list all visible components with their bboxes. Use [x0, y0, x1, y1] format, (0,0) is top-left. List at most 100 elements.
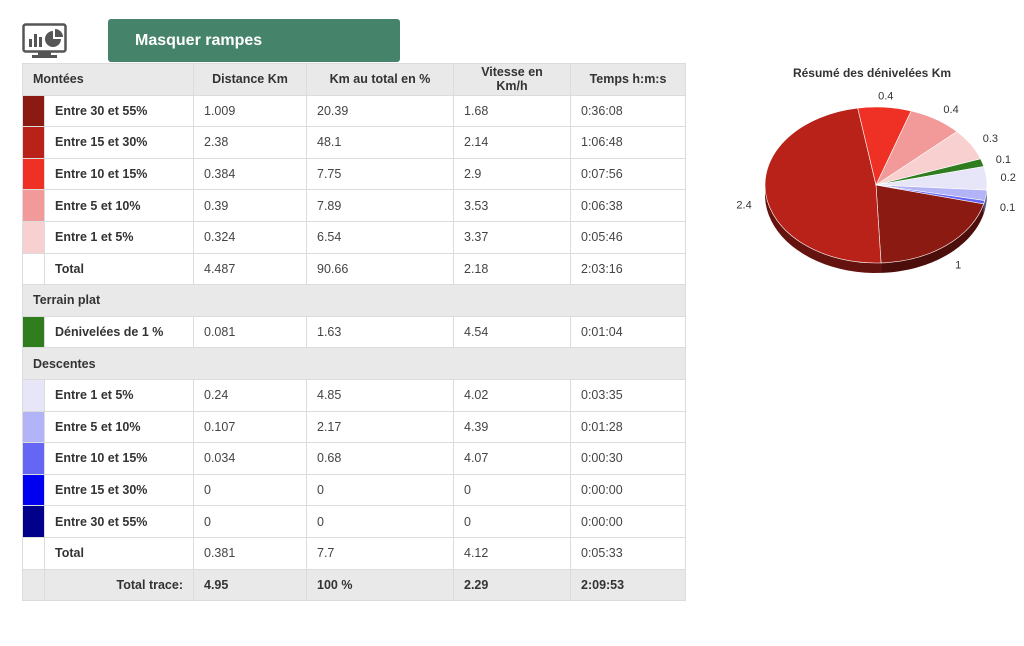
grand-total-label: Total trace: [44, 568, 194, 602]
table-row: Dénivelées de 1 % 0.081 1.63 4.54 0:01:0… [22, 315, 686, 349]
pie-data-label: 0.2 [1001, 172, 1016, 184]
distance-cell: 0.39 [193, 189, 307, 222]
speed-cell: 4.12 [453, 536, 571, 570]
percent-cell: 7.75 [306, 157, 454, 191]
speed-cell: 4.07 [453, 442, 571, 475]
percent-cell: 1.63 [306, 315, 454, 349]
percent-cell: 2.17 [306, 410, 454, 444]
color-swatch [22, 94, 45, 128]
distance-cell: 0.107 [193, 410, 307, 444]
section-descents-header: Descentes [22, 347, 686, 380]
color-swatch [22, 473, 45, 507]
grand-total-row: Total trace: 4.95 100 % 2.29 2:09:53 [22, 568, 686, 602]
row-label: Entre 10 et 15% [44, 157, 194, 191]
time-cell: 0:03:35 [570, 378, 686, 412]
header-time: Temps h:m:s [570, 63, 686, 96]
pie-slice[interactable] [764, 107, 882, 264]
distance-cell: 0 [193, 505, 307, 538]
row-label: Entre 30 et 55% [44, 94, 194, 128]
header-distance: Distance Km [193, 63, 307, 96]
percent-cell: 0.68 [306, 442, 454, 475]
color-swatch [22, 220, 45, 254]
speed-cell: 4.54 [453, 315, 571, 349]
row-label: Entre 30 et 55% [44, 505, 194, 538]
color-swatch [22, 157, 45, 191]
pie-data-label: 0.1 [996, 154, 1011, 166]
time-cell: 0:06:38 [570, 189, 686, 222]
elevation-stats-table: Montées Distance Km Km au total en % Vit… [22, 63, 686, 602]
empty-swatch [22, 252, 45, 286]
pie-slice-side [881, 203, 984, 273]
pie-slice-side [765, 187, 882, 273]
chart-monitor-icon [22, 23, 67, 58]
color-swatch [22, 505, 45, 538]
table-row: Entre 1 et 5% 0.324 6.54 3.37 0:05:46 [22, 220, 686, 254]
time-cell: 0:01:04 [570, 315, 686, 349]
distance-cell: 0 [193, 473, 307, 507]
pie-data-label: 1 [955, 260, 961, 272]
header-speed: Vitesse en Km/h [453, 63, 571, 96]
table-row: Entre 15 et 30% 2.38 48.1 2.14 1:06:48 [22, 126, 686, 159]
pie-data-label: 2.4 [736, 199, 751, 211]
table-row: Entre 1 et 5% 0.24 4.85 4.02 0:03:35 [22, 378, 686, 412]
time-cell: 0:00:00 [570, 473, 686, 507]
grand-total-distance: 4.95 [193, 568, 307, 602]
pie-slice[interactable] [875, 184, 986, 205]
time-cell: 0:01:28 [570, 410, 686, 444]
percent-cell: 0 [306, 473, 454, 507]
distance-cell: 0.034 [193, 442, 307, 475]
pie-slice[interactable] [875, 184, 985, 264]
hide-ramps-button[interactable]: Masquer rampes [108, 19, 400, 62]
section-title: Descentes [22, 347, 686, 380]
empty-swatch [22, 536, 45, 570]
percent-cell: 20.39 [306, 94, 454, 128]
distance-cell: 4.487 [193, 252, 307, 286]
pie-data-label: 0.4 [943, 104, 958, 116]
color-swatch [22, 315, 45, 349]
distance-cell: 0.381 [193, 536, 307, 570]
time-cell: 0:05:33 [570, 536, 686, 570]
row-label: Entre 1 et 5% [44, 378, 194, 412]
table-row: Entre 5 et 10% 0.39 7.89 3.53 0:06:38 [22, 189, 686, 222]
table-row: Entre 15 et 30% 0 0 0 0:00:00 [22, 473, 686, 507]
elevation-pie-chart: 1 2.4 0.4 0.4 0.3 0.1 0.2 0.1 [736, 90, 1016, 273]
distance-cell: 0.324 [193, 220, 307, 254]
color-swatch [22, 189, 45, 222]
row-label: Entre 5 et 10% [44, 410, 194, 444]
section-flat-header: Terrain plat [22, 284, 686, 317]
row-label: Total [44, 252, 194, 286]
speed-cell: 2.9 [453, 157, 571, 191]
row-label: Entre 15 et 30% [44, 126, 194, 159]
distance-cell: 0.384 [193, 157, 307, 191]
color-swatch [22, 378, 45, 412]
row-label: Total [44, 536, 194, 570]
time-cell: 0:00:30 [570, 442, 686, 475]
row-label: Entre 5 et 10% [44, 189, 194, 222]
climbs-total-row: Total 4.487 90.66 2.18 2:03:16 [22, 252, 686, 286]
pie-data-label: 0.4 [878, 90, 893, 102]
grand-total-speed: 2.29 [453, 568, 571, 602]
section-title: Terrain plat [22, 284, 686, 317]
percent-cell: 48.1 [306, 126, 454, 159]
time-cell: 2:03:16 [570, 252, 686, 286]
pie-data-label: 0.1 [1000, 202, 1015, 214]
table-row: Entre 5 et 10% 0.107 2.17 4.39 0:01:28 [22, 410, 686, 444]
time-cell: 0:05:46 [570, 220, 686, 254]
percent-cell: 90.66 [306, 252, 454, 286]
pie-data-label: 0.3 [983, 133, 998, 145]
distance-cell: 1.009 [193, 94, 307, 128]
time-cell: 0:00:00 [570, 505, 686, 538]
percent-cell: 4.85 [306, 378, 454, 412]
header-percent: Km au total en % [306, 63, 454, 96]
percent-cell: 7.89 [306, 189, 454, 222]
table-row: Entre 30 et 55% 1.009 20.39 1.68 0:36:08 [22, 94, 686, 128]
percent-cell: 6.54 [306, 220, 454, 254]
color-swatch [22, 442, 45, 475]
time-cell: 0:07:56 [570, 157, 686, 191]
row-label: Entre 1 et 5% [44, 220, 194, 254]
descents-total-row: Total 0.381 7.7 4.12 0:05:33 [22, 536, 686, 570]
speed-cell: 3.37 [453, 220, 571, 254]
time-cell: 1:06:48 [570, 126, 686, 159]
percent-cell: 0 [306, 505, 454, 538]
color-swatch [22, 126, 45, 159]
